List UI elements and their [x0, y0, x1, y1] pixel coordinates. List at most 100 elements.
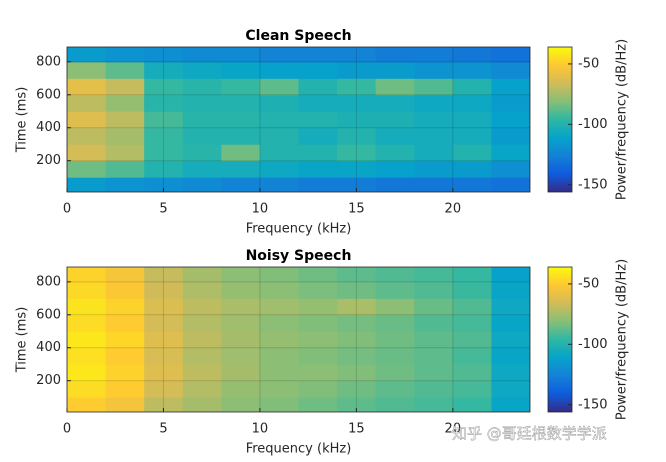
- cell: [105, 61, 145, 79]
- x-axis-label: Frequency (kHz): [246, 222, 352, 237]
- axes-box: [66, 266, 531, 413]
- cell: [259, 78, 299, 96]
- cell: [182, 47, 222, 63]
- cell: [337, 61, 377, 79]
- cell: [375, 111, 415, 129]
- cell: [414, 160, 454, 178]
- cell: [259, 160, 299, 178]
- cell: [259, 298, 299, 316]
- cell: [67, 347, 107, 365]
- cell: [144, 94, 184, 112]
- cell: [105, 160, 145, 178]
- cell: [298, 127, 338, 145]
- x-tick-label: 0: [63, 422, 71, 437]
- cell: [105, 364, 145, 382]
- cell: [337, 364, 377, 382]
- cell: [452, 364, 492, 382]
- cell: [414, 397, 454, 412]
- cell: [259, 347, 299, 365]
- cell: [259, 281, 299, 299]
- cell: [414, 347, 454, 365]
- cell: [414, 61, 454, 79]
- colorbar-tick-label: -50: [578, 276, 599, 291]
- cell: [259, 111, 299, 129]
- x-tick-label: 15: [348, 202, 365, 217]
- cell: [144, 78, 184, 96]
- cell: [375, 380, 415, 398]
- cell: [414, 144, 454, 162]
- cell: [452, 111, 492, 129]
- cell: [337, 347, 377, 365]
- cell: [298, 298, 338, 316]
- cell: [298, 47, 338, 63]
- cell: [337, 144, 377, 162]
- cell: [375, 78, 415, 96]
- cell: [259, 94, 299, 112]
- colorbar-tick-label: -50: [578, 56, 599, 71]
- cell: [491, 177, 530, 192]
- cell: [182, 397, 222, 412]
- cell: [375, 177, 415, 192]
- cell: [259, 47, 299, 63]
- cell: [182, 314, 222, 332]
- cell: [491, 347, 530, 365]
- cell: [67, 78, 107, 96]
- cell: [221, 111, 261, 129]
- cell: [375, 267, 415, 283]
- cell: [221, 364, 261, 382]
- cell: [144, 364, 184, 382]
- x-tick-label: 5: [159, 422, 167, 437]
- cell: [221, 267, 261, 283]
- cell: [221, 177, 261, 192]
- cell: [67, 177, 107, 192]
- cell: [182, 144, 222, 162]
- cell: [491, 78, 530, 96]
- colorbar-tick-label: -150: [578, 397, 608, 412]
- cell: [182, 267, 222, 283]
- cell: [67, 111, 107, 129]
- cell: [491, 94, 530, 112]
- chart-title: Clean Speech: [245, 28, 351, 44]
- cell: [105, 144, 145, 162]
- cell: [144, 160, 184, 178]
- cell: [67, 331, 107, 349]
- cell: [414, 267, 454, 283]
- cell: [144, 177, 184, 192]
- cell: [182, 331, 222, 349]
- cell: [414, 281, 454, 299]
- cell: [414, 331, 454, 349]
- x-tick-label: 20: [445, 202, 462, 217]
- cell: [452, 281, 492, 299]
- cell: [259, 364, 299, 382]
- cell: [105, 347, 145, 365]
- y-axis-label: Time (ms): [15, 307, 30, 374]
- y-tick-label: 800: [36, 274, 61, 289]
- cell: [337, 314, 377, 332]
- cell: [491, 47, 530, 63]
- cell: [414, 78, 454, 96]
- cell: [491, 61, 530, 79]
- cell: [414, 127, 454, 145]
- cell: [221, 47, 261, 63]
- cell: [298, 144, 338, 162]
- cell: [337, 397, 377, 412]
- cell: [298, 267, 338, 283]
- cell: [67, 364, 107, 382]
- cell: [337, 380, 377, 398]
- cell: [375, 61, 415, 79]
- colorbar-tick-label: -100: [578, 337, 608, 352]
- cell: [144, 47, 184, 63]
- cell: [491, 298, 530, 316]
- cell: [414, 364, 454, 382]
- cell: [182, 78, 222, 96]
- cell: [298, 314, 338, 332]
- cell: [375, 364, 415, 382]
- cell: [105, 111, 145, 129]
- x-tick-label: 0: [63, 202, 71, 217]
- cell: [491, 111, 530, 129]
- cell: [182, 160, 222, 178]
- cell: [259, 314, 299, 332]
- cell: [182, 347, 222, 365]
- cell: [182, 61, 222, 79]
- cell: [221, 160, 261, 178]
